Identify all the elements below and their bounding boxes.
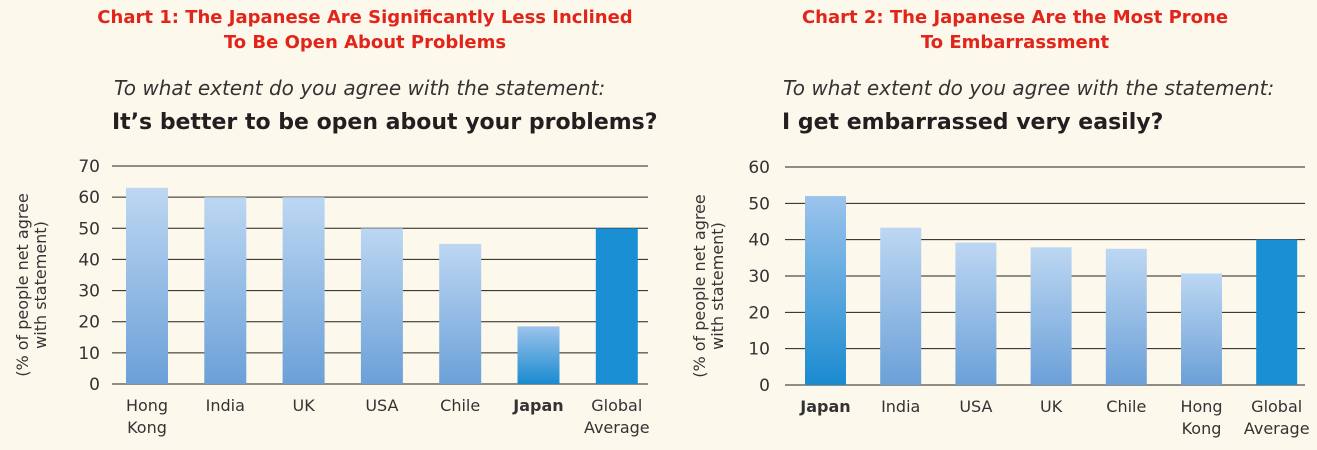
chart1-category-label: India <box>206 396 245 415</box>
chart2-question: To what extent do you agree with the sta… <box>783 76 1275 100</box>
chart2-category-label: UK <box>1040 397 1063 416</box>
chart2-statement: I get embarrassed very easily? <box>782 110 1164 135</box>
chart1-category-label: Kong <box>127 418 167 437</box>
chart2-bar-japan <box>805 196 846 385</box>
chart1-category-label: Japan <box>512 396 563 415</box>
chart1-bar-india <box>204 197 247 384</box>
chart1-bar-global-average <box>595 228 638 384</box>
chart2-category-label: Japan <box>799 397 850 416</box>
chart1-question: To what extent do you agree with the sta… <box>114 76 606 100</box>
chart1-bar-japan <box>517 326 560 384</box>
chart2-bar-chile <box>1105 248 1147 385</box>
chart2-ytick-label: 50 <box>748 194 770 214</box>
chart2-bar-india <box>880 227 922 385</box>
chart2-title-line1: Chart 2: The Japanese Are the Most Prone <box>801 7 1229 28</box>
chart2-category-label: Kong <box>1182 419 1222 438</box>
chart1-ylabel: with statement) <box>31 221 50 349</box>
chart2-category-label: USA <box>959 397 992 416</box>
chart2-bar-uk <box>1030 247 1072 385</box>
chart1-category-label: UK <box>292 396 315 415</box>
chart2-category-label: India <box>881 397 920 416</box>
chart1-ytick-label: 40 <box>78 250 100 270</box>
chart1-category-label: Global <box>591 396 642 415</box>
chart2-ytick-label: 30 <box>748 267 770 287</box>
chart1-category-label: Chile <box>440 396 480 415</box>
chart2-ytick-label: 60 <box>748 158 770 178</box>
chart1-title-line1: Chart 1: The Japanese Are Significantly … <box>97 7 633 28</box>
chart2-bar-global-average <box>1256 239 1298 385</box>
chart1-ytick-label: 0 <box>89 375 100 395</box>
chart1-category-label: USA <box>365 396 398 415</box>
chart2-ylabel: (% of people net agree <box>690 194 709 378</box>
chart1-ytick-label: 50 <box>78 219 100 239</box>
chart2-category-label: Chile <box>1106 397 1146 416</box>
chart1-category-label: Average <box>584 418 650 437</box>
chart1-ylabel: (% of people net agree <box>13 193 32 377</box>
chart2-ylabel: with statement) <box>708 222 727 350</box>
chart1-bar-uk <box>282 197 325 384</box>
chart1-ytick-label: 10 <box>78 344 100 364</box>
chart2-category-label: Hong <box>1180 397 1222 416</box>
chart1-ytick-label: 60 <box>78 188 100 208</box>
chart2-bar-hong-kong <box>1181 273 1222 385</box>
chart2-ytick-label: 40 <box>748 231 770 251</box>
chart1-bar-chile <box>439 243 482 384</box>
chart2-ytick-label: 20 <box>748 303 770 323</box>
chart2-bar-usa <box>955 242 997 385</box>
chart2-ytick-label: 10 <box>748 340 770 360</box>
chart2-category-label: Global <box>1251 397 1302 416</box>
chart1-title: Chart 1: The Japanese Are Significantly … <box>40 5 690 55</box>
chart2-title: Chart 2: The Japanese Are the Most Prone… <box>690 5 1317 55</box>
chart1-ytick-label: 70 <box>78 157 100 177</box>
chart1-title-line2: To Be Open About Problems <box>223 32 507 53</box>
chart2-title-line2: To Embarrassment <box>920 32 1110 53</box>
chart1-bar-hong-kong <box>126 187 168 384</box>
chart1-ytick-label: 30 <box>78 282 100 302</box>
chart1-bar-usa <box>360 228 403 384</box>
chart1-statement: It’s better to be open about your proble… <box>112 110 658 135</box>
chart1-category-label: Hong <box>126 396 168 415</box>
chart2-ytick-label: 0 <box>759 376 770 396</box>
chart2-category-label: Average <box>1244 419 1310 438</box>
chart1-ytick-label: 20 <box>78 313 100 333</box>
